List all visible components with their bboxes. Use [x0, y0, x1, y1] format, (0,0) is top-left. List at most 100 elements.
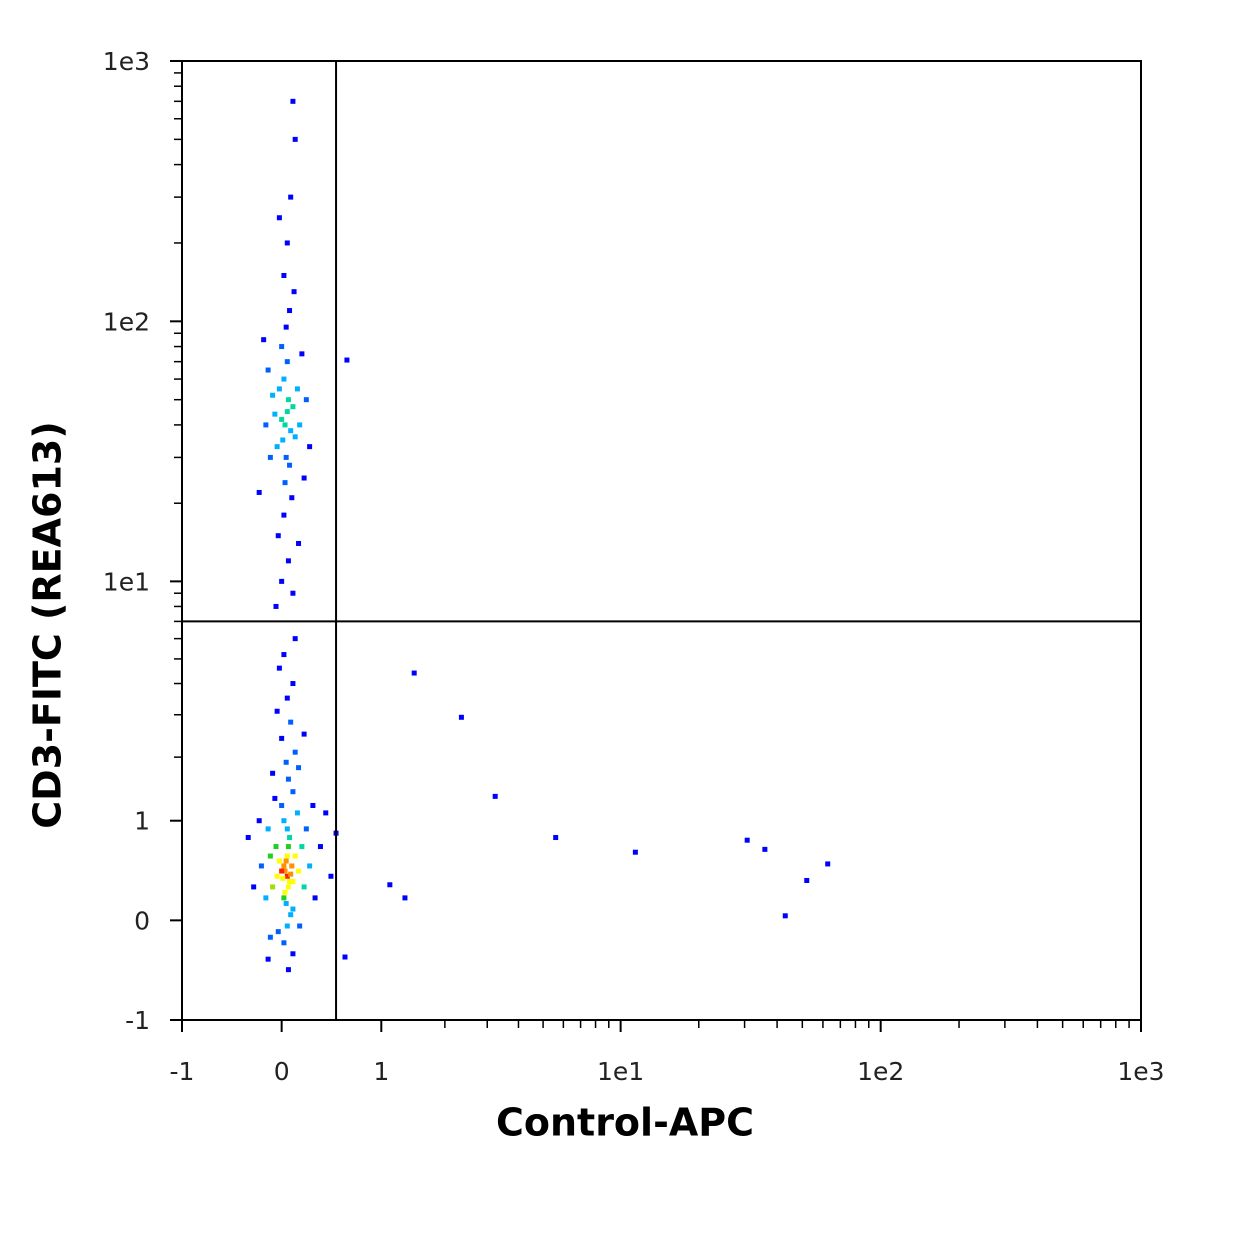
event-dot [274, 444, 280, 450]
event-dot [279, 578, 285, 584]
event-dot [281, 376, 287, 382]
event-dot [301, 731, 307, 737]
event-dot [272, 411, 278, 417]
event-dot [274, 873, 280, 879]
event-dot [273, 844, 279, 850]
event-dot [267, 454, 273, 460]
event-dot [282, 868, 288, 874]
event-dot [267, 934, 273, 940]
y-tick-label: 1 [134, 807, 150, 836]
event-dot [287, 879, 293, 885]
event-dot [267, 853, 273, 859]
event-dot [279, 802, 285, 808]
event-dot [265, 826, 271, 832]
event-dot [317, 844, 323, 850]
event-dot [284, 409, 290, 415]
event-dot [288, 428, 294, 434]
event-dot [281, 863, 287, 869]
event-dot [290, 951, 296, 957]
event-dot [282, 889, 288, 895]
event-dot [279, 868, 285, 874]
event-dot [825, 861, 831, 867]
event-dot [285, 884, 291, 890]
event-dot [299, 351, 305, 357]
event-dot [284, 873, 290, 879]
event-dot [804, 877, 810, 883]
event-dot [342, 954, 348, 960]
y-tick-label: 1e1 [103, 567, 150, 596]
event-dot [279, 735, 285, 741]
event-dot [283, 324, 289, 330]
event-dot [411, 670, 417, 676]
event-dot [285, 776, 291, 782]
event-dot [284, 240, 290, 246]
event-dot [297, 422, 303, 428]
event-dot [301, 475, 307, 481]
event-dot [283, 900, 289, 906]
event-dot [281, 895, 287, 901]
event-dot [290, 404, 296, 410]
event-dot [402, 895, 408, 901]
event-dot [303, 826, 309, 832]
plot-frame [181, 60, 1142, 1021]
event-dot [275, 533, 281, 539]
x-tick-label: 1 [373, 1057, 389, 1086]
y-tick-label: 1e2 [103, 307, 150, 336]
event-dot [285, 558, 291, 564]
event-dot [290, 681, 296, 687]
event-dot [283, 858, 289, 864]
y-tick-label: 1e3 [103, 47, 150, 76]
event-dot [458, 714, 464, 720]
event-dot [275, 929, 281, 935]
event-dot [290, 98, 296, 104]
event-dot [307, 444, 313, 450]
event-dot [292, 136, 298, 142]
event-dot [261, 337, 267, 343]
event-dot [289, 863, 295, 869]
event-dot [276, 215, 282, 221]
event-dot [276, 386, 282, 392]
event-dot [285, 844, 291, 850]
event-dot [323, 810, 329, 816]
event-dot [279, 344, 285, 350]
event-dot [492, 793, 498, 799]
data-points [245, 98, 831, 973]
event-dot [296, 868, 302, 874]
event-dot [299, 844, 305, 850]
event-dot [344, 357, 350, 363]
x-tick-label: 1e1 [597, 1057, 644, 1086]
event-dot [312, 895, 318, 901]
x-tick-label: 0 [274, 1057, 290, 1086]
event-dot [292, 636, 298, 642]
x-tick-label: -1 [170, 1057, 195, 1086]
event-dot [276, 665, 282, 671]
event-dot [263, 895, 269, 901]
event-dot [553, 835, 559, 841]
event-dot [387, 882, 393, 888]
x-tick-label: 1e3 [1117, 1057, 1164, 1086]
event-dot [284, 826, 290, 832]
event-dot [303, 397, 309, 403]
event-dot [291, 289, 297, 295]
event-dot [292, 853, 298, 859]
event-dot [265, 367, 271, 373]
event-dot [270, 392, 276, 398]
y-tick-label: 0 [134, 906, 150, 935]
event-dot [256, 489, 262, 495]
event-dot [281, 652, 287, 658]
event-dot [301, 884, 307, 890]
event-dot [284, 695, 290, 701]
event-dot [288, 871, 294, 877]
event-dot [285, 397, 291, 403]
event-dot [270, 884, 276, 890]
event-dot [290, 879, 296, 885]
event-dot [284, 923, 290, 929]
event-dot [258, 863, 264, 869]
event-dot [256, 818, 262, 824]
event-dot [282, 480, 288, 486]
event-dot [292, 749, 298, 755]
event-dot [280, 437, 286, 443]
